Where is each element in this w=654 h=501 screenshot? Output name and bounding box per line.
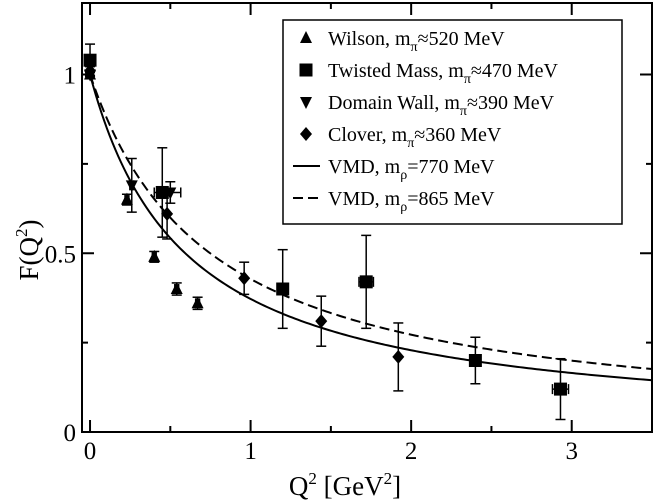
x-axis-title: Q2 [GeV2] — [289, 469, 401, 501]
vmd-curve-solid — [89, 74, 653, 382]
legend-label-twisted-mass: Twisted Mass, mπ≈470 MeV — [328, 60, 559, 87]
wilson-point — [120, 192, 133, 205]
legend-swatch-twisted-mass — [299, 63, 313, 77]
x-axis-title-sup: 2 — [308, 469, 317, 488]
x-tick-label: 0 — [84, 438, 97, 465]
x-axis-title-main: Q — [289, 471, 309, 501]
x-axis-title-unit-close: ] — [392, 471, 401, 501]
y-axis-title-sup: 2 — [12, 228, 31, 237]
domain-wall-point — [125, 180, 138, 193]
x-tick-label: 1 — [244, 438, 257, 465]
legend-swatch-domain-wall — [300, 97, 312, 109]
clover-point — [392, 349, 405, 364]
plot-frame — [81, 2, 653, 433]
legend-swatch-clover — [300, 127, 312, 141]
twisted-mass-point — [553, 382, 567, 396]
y-tick-label: 0.5 — [45, 241, 76, 268]
legend-label-vmd-solid: VMD, mρ=770 MeV — [328, 156, 495, 183]
svg-text:Q2 [GeV2]: Q2 [GeV2] — [289, 469, 401, 501]
legend-label-vmd-dashed: VMD, mρ=865 MeV — [328, 188, 495, 215]
y-tick-label: 0 — [64, 420, 77, 447]
clover-point — [315, 314, 328, 329]
legend-label-wilson: Wilson, mπ≈520 MeV — [328, 28, 505, 55]
twisted-mass-point — [83, 53, 97, 67]
svg-text:F(Q2): F(Q2) — [12, 219, 44, 280]
twisted-mass-point — [468, 354, 482, 367]
twisted-mass-point — [359, 275, 373, 289]
x-axis-title-unit: [GeV — [317, 471, 384, 501]
clover-point — [238, 271, 251, 286]
wilson-point — [148, 249, 161, 262]
plot-area: 0 1 2 3 0 0.5 1 — [45, 2, 653, 465]
legend-frame — [282, 19, 623, 225]
x-tick-label: 2 — [405, 438, 418, 465]
legend-label-domain-wall: Domain Wall, mπ≈390 MeV — [328, 92, 555, 119]
legend-swatch-wilson — [300, 31, 312, 43]
clover-point — [84, 63, 97, 78]
legend: Wilson, mπ≈520 MeV Twisted Mass, mπ≈470 M… — [282, 19, 623, 225]
wilson-point — [170, 282, 183, 294]
y-tick-label: 1 — [64, 63, 77, 90]
clover-point — [161, 206, 174, 221]
legend-label-clover: Clover, mπ≈360 MeV — [328, 124, 502, 151]
y-axis-title: F(Q2) — [12, 219, 44, 280]
x-axis-title-unit-sup: 2 — [384, 469, 393, 488]
wilson-point — [191, 296, 204, 309]
y-axis-title-close: ) — [14, 219, 44, 228]
twisted-mass-point — [276, 282, 290, 296]
y-axis-title-main: F(Q — [14, 237, 44, 281]
x-tick-label: 3 — [565, 438, 578, 465]
